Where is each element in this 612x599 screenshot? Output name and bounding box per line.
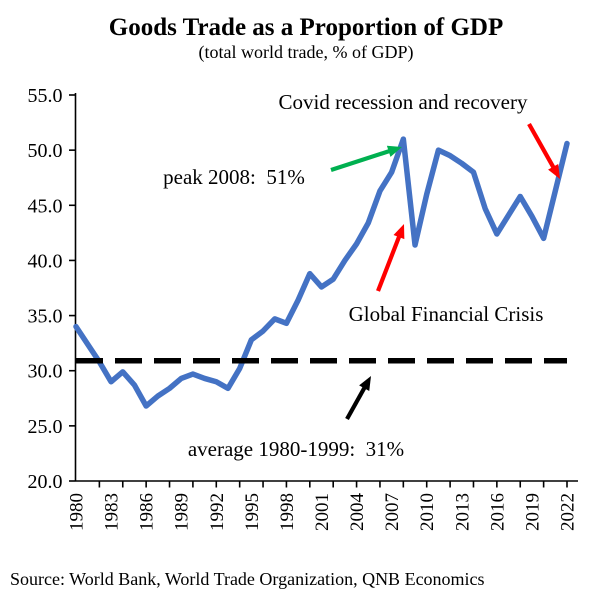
annotation-global-financial-crisis: Global Financial Crisis [349,302,544,326]
annotation-arrow-head [548,163,560,179]
y-tick-label: 30.0 [28,361,63,383]
y-tick-label: 20.0 [28,471,63,493]
y-tick-label: 45.0 [28,195,63,217]
y-tick-label: 35.0 [28,306,63,328]
annotation-arrow-line [527,122,557,171]
x-tick-label: 1995 [242,493,263,531]
annotation-arrow-line [330,148,393,172]
x-tick-label: 2019 [522,493,543,531]
x-tick-label: 2022 [558,493,579,531]
x-tick-label: 2001 [312,493,333,531]
x-tick-label: 1983 [102,493,123,531]
goods-trade-series-line [73,136,570,409]
y-tick-label: 55.0 [28,85,63,107]
annotation-arrow-head [393,224,405,240]
annotation-arrow-head [359,376,371,392]
y-tick-label: 25.0 [28,416,63,438]
x-tick-label: 1989 [172,493,193,531]
annotation-peak-2008: peak 2008: 51% [163,165,305,189]
annotation-covid-recession: Covid recession and recovery [279,90,528,114]
chart-subtitle: (total world trade, % of GDP) [199,42,414,63]
x-tick-label: 2013 [452,493,473,531]
x-tick-label: 1998 [277,493,298,531]
annotation-arrows [330,122,560,421]
x-tick-label: 1992 [207,493,228,531]
annotation-arrow-head [386,145,402,157]
y-tick-label: 40.0 [28,250,63,272]
annotation-average-1980-1999: average 1980-1999: 31% [188,437,404,461]
chart-title: Goods Trade as a Proportion of GDP [109,14,503,41]
x-tick-label: 2016 [487,493,508,531]
x-tick-label: 1986 [137,493,158,531]
x-tick-label: 2010 [417,493,438,531]
x-tick-label: 2004 [347,493,368,532]
x-tick-label: 2007 [382,493,403,531]
annotation-arrow-line [345,384,368,421]
annotation-arrow-line [376,233,402,292]
x-tick-label: 1980 [67,493,88,531]
y-tick-label: 50.0 [28,140,63,162]
source-note: Source: World Bank, World Trade Organiza… [10,569,485,589]
